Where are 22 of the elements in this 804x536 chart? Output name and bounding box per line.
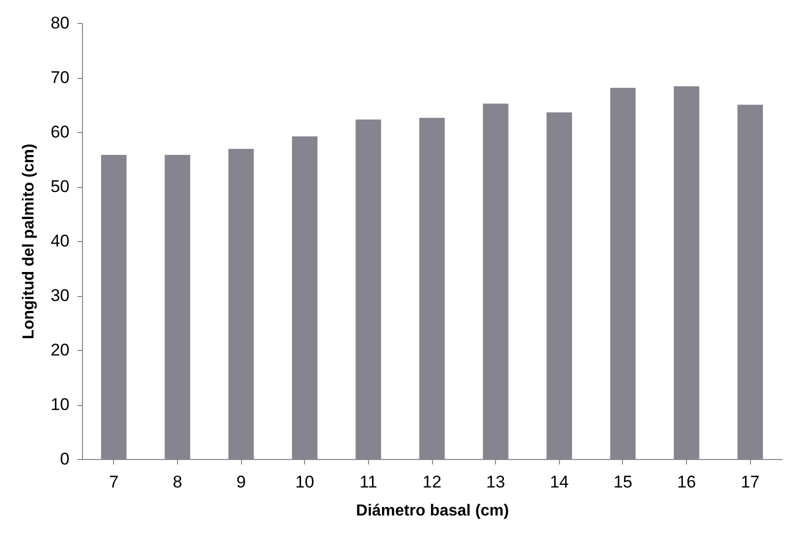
x-axis-title: Diámetro basal (cm): [356, 502, 509, 520]
x-tick-label: 15: [613, 472, 632, 492]
x-tick-label: 11: [360, 472, 378, 492]
x-tick-label: 10: [295, 472, 314, 492]
y-tick-label: 10: [50, 395, 70, 414]
x-tick-label: 9: [236, 472, 246, 492]
x-tick-label: 16: [677, 472, 696, 492]
y-tick-label: 70: [50, 68, 70, 87]
y-tick-label: 30: [50, 286, 70, 305]
y-tick-label: 40: [50, 232, 70, 250]
y-tick-label: 50: [50, 177, 70, 196]
x-tick-label: 13: [486, 472, 506, 492]
x-tick-label: 12: [422, 472, 442, 492]
x-tick-label: 8: [172, 472, 182, 492]
y-tick-label: 0: [60, 450, 70, 468]
x-tick-label: 7: [109, 472, 119, 492]
y-tick-label: 20: [50, 340, 70, 360]
x-tick-label: 14: [550, 472, 569, 492]
y-tick-label: 60: [50, 122, 70, 142]
y-axis-title: Longitud del palmito (cm): [20, 144, 38, 340]
x-tick-label: 17: [740, 472, 760, 492]
y-tick-label: 80: [50, 14, 70, 32]
